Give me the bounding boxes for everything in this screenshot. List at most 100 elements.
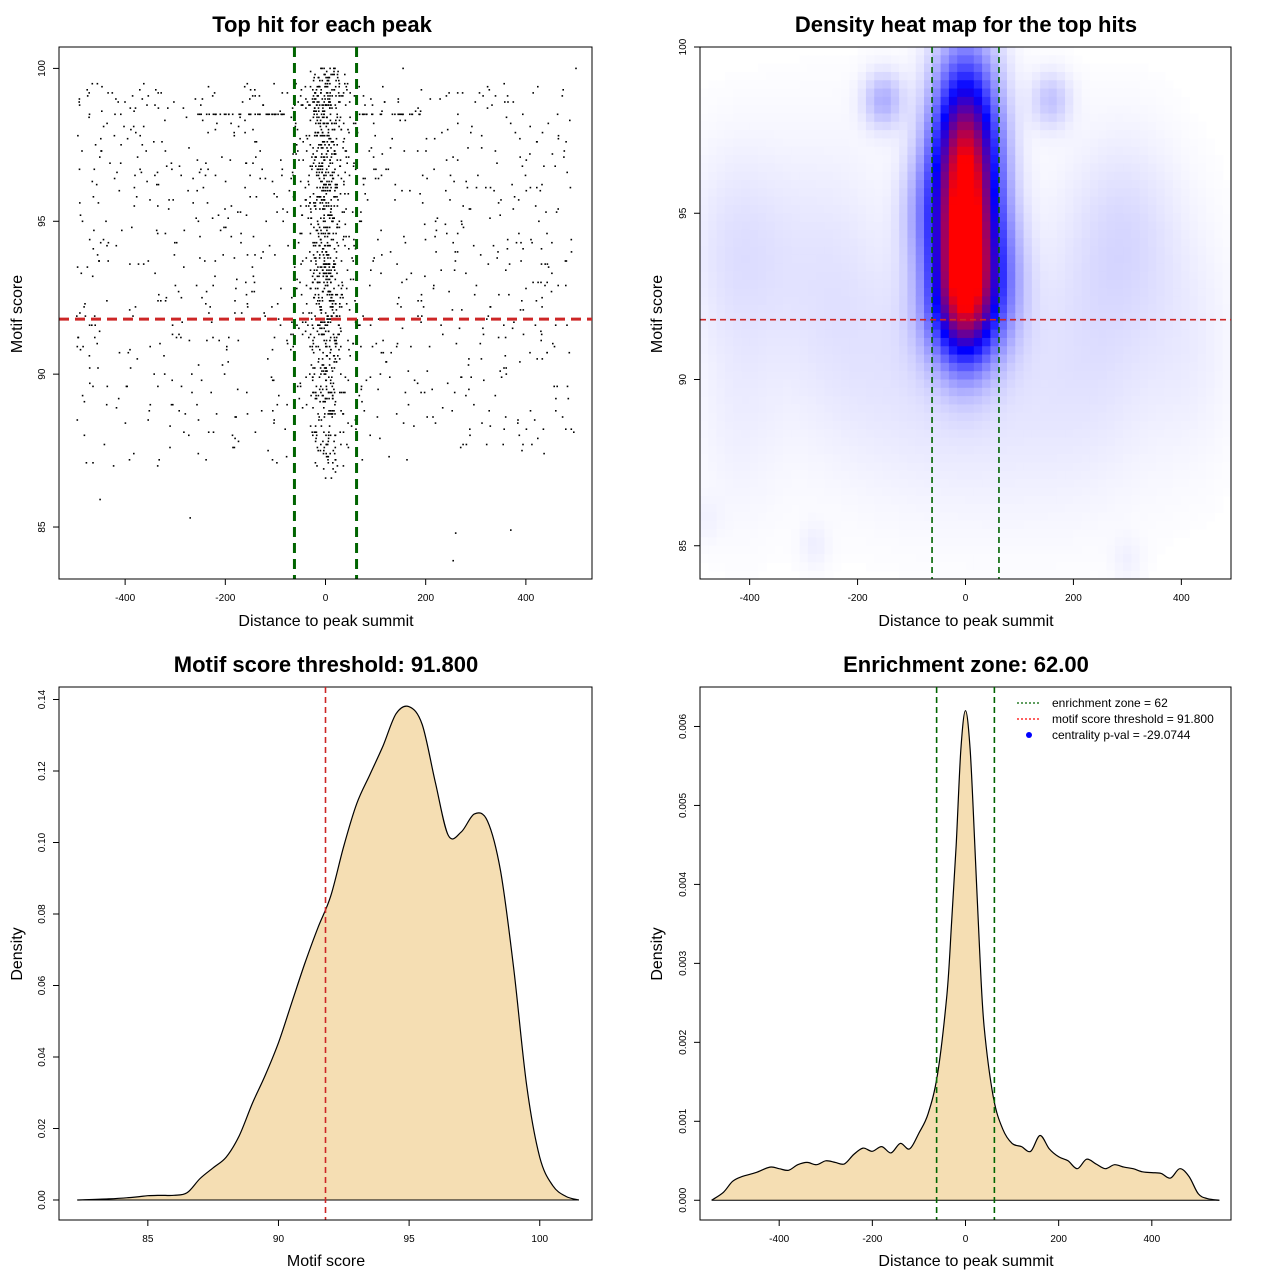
scatter-point xyxy=(333,71,335,73)
heatmap-cell xyxy=(1090,247,1099,256)
scatter-point xyxy=(164,120,166,122)
heatmap-cell xyxy=(999,188,1008,197)
scatter-point xyxy=(479,92,481,94)
heatmap-cell xyxy=(808,504,817,513)
heatmap-cell xyxy=(907,404,916,413)
heatmap-cell xyxy=(841,488,850,497)
heatmap-cell xyxy=(858,64,867,73)
heatmap-cell xyxy=(1073,513,1082,522)
heatmap-cell xyxy=(808,371,817,380)
heatmap-cell xyxy=(750,105,759,114)
heatmap-cell xyxy=(999,255,1008,264)
heatmap-cell xyxy=(717,471,726,480)
heatmap-cell xyxy=(1065,205,1074,214)
scatter-point xyxy=(566,172,568,174)
heatmap-cell xyxy=(858,105,867,114)
heatmap-cell xyxy=(907,388,916,397)
scatter-point xyxy=(321,114,323,116)
heatmap-cell xyxy=(883,521,892,530)
heatmap-cell xyxy=(1082,562,1091,571)
heatmap-cell xyxy=(899,80,908,89)
scatter-points xyxy=(76,68,577,562)
heatmap-cell xyxy=(1098,404,1107,413)
heatmap-cell xyxy=(708,130,717,139)
heatmap-cell xyxy=(733,338,742,347)
scatter-point xyxy=(324,208,326,210)
heatmap-cell xyxy=(1015,188,1024,197)
scatter-point xyxy=(290,349,292,351)
heatmap-cell xyxy=(750,396,759,405)
heatmap-cell xyxy=(849,155,858,164)
scatter-point xyxy=(332,303,334,305)
scatter-point xyxy=(312,392,314,394)
heatmap-cell xyxy=(1073,147,1082,156)
scatter-point xyxy=(321,199,323,201)
heatmap-cell xyxy=(1032,355,1041,364)
scatter-point xyxy=(332,129,334,131)
heatmap-cell xyxy=(816,404,825,413)
heatmap-cell xyxy=(1107,72,1116,81)
heatmap-cell xyxy=(941,130,950,139)
heatmap-cell xyxy=(1065,438,1074,447)
scatter-point xyxy=(427,370,429,372)
scatter-point xyxy=(247,306,249,308)
scatter-point xyxy=(287,245,289,247)
scatter-point xyxy=(174,254,176,256)
heatmap-cell xyxy=(974,288,983,297)
scatter-point xyxy=(332,74,334,76)
scatter-point xyxy=(134,187,136,189)
scatter-point xyxy=(178,291,180,293)
heatmap-cell xyxy=(1040,488,1049,497)
scatter-point xyxy=(199,257,201,259)
heatmap-cell xyxy=(932,571,941,580)
heatmap-cell xyxy=(841,163,850,172)
heatmap-cell xyxy=(700,371,709,380)
scatter-point xyxy=(322,441,324,443)
scatter-point xyxy=(382,86,384,88)
heatmap-cell xyxy=(1024,122,1033,131)
scatter-point xyxy=(121,230,123,232)
scatter-point xyxy=(319,80,321,82)
heatmap-cell xyxy=(1073,155,1082,164)
heatmap-cell xyxy=(1098,255,1107,264)
heatmap-cell xyxy=(883,55,892,64)
heatmap-cell xyxy=(1015,454,1024,463)
heatmap-cell xyxy=(1048,504,1057,513)
scatter-point xyxy=(347,129,349,131)
scatter-point xyxy=(298,328,300,330)
scatter-point xyxy=(333,312,335,314)
heatmap-cell xyxy=(899,247,908,256)
heatmap-cell xyxy=(833,122,842,131)
heatmap-cell xyxy=(750,288,759,297)
scatter-point xyxy=(311,318,313,320)
heatmap-cell xyxy=(949,346,958,355)
heatmap-cell xyxy=(775,105,784,114)
heatmap-cell xyxy=(750,114,759,123)
scatter-point xyxy=(463,227,465,229)
heatmap-cell xyxy=(725,471,734,480)
heatmap-cell xyxy=(1040,105,1049,114)
heatmap-cell xyxy=(1090,288,1099,297)
heatmap-cell xyxy=(791,346,800,355)
heatmap-cell xyxy=(800,213,809,222)
heatmap-cell xyxy=(1007,355,1016,364)
heatmap-cell xyxy=(899,380,908,389)
heatmap-cell xyxy=(717,355,726,364)
heatmap-cell xyxy=(783,313,792,322)
heatmap-cell xyxy=(949,238,958,247)
heatmap-cell xyxy=(733,163,742,172)
heatmap-cell xyxy=(775,371,784,380)
scatter-point xyxy=(319,300,321,302)
scatter-point xyxy=(198,419,200,421)
heatmap-cell xyxy=(833,496,842,505)
scatter-point xyxy=(476,187,478,189)
heatmap-cell xyxy=(833,263,842,272)
heatmap-cell xyxy=(849,114,858,123)
scatter-point xyxy=(237,211,239,213)
heatmap-cell xyxy=(999,197,1008,206)
scatter-point xyxy=(92,386,94,388)
heatmap-cell xyxy=(858,197,867,206)
heatmap-cell xyxy=(990,47,999,56)
scatter-point xyxy=(510,123,512,125)
scatter-point xyxy=(329,340,331,342)
